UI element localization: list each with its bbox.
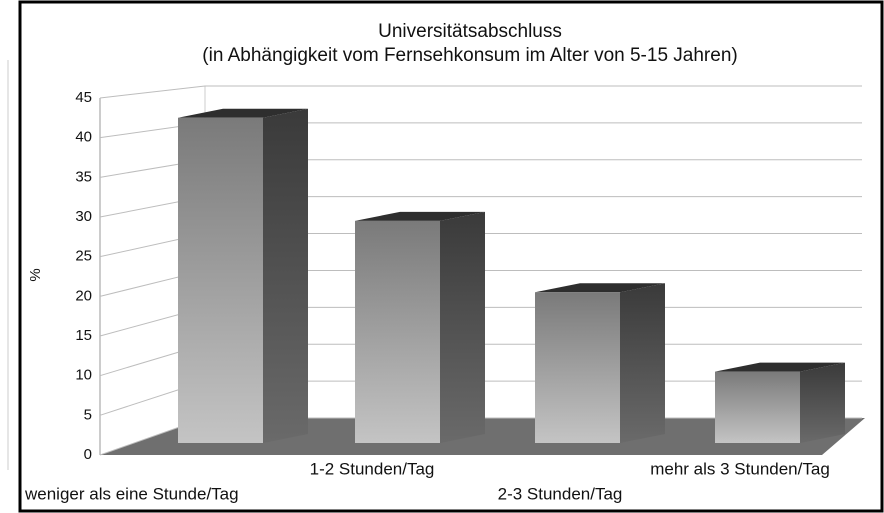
bar-side [263, 108, 308, 443]
side-panel [0, 0, 18, 513]
x-tick-label: 1-2 Stunden/Tag [310, 459, 435, 478]
x-tick-label: 2-3 Stunden/Tag [498, 484, 623, 503]
y-tick-label: 35 [75, 168, 92, 185]
bar-side [440, 211, 485, 443]
chart-title: Universitätsabschluss [378, 21, 562, 42]
y-tick-label: 10 [75, 367, 92, 384]
x-tick-label: mehr als 3 Stunden/Tag [650, 459, 830, 478]
bar-side [800, 362, 845, 443]
bar-top [535, 283, 665, 293]
y-tick-label: 0 [84, 446, 92, 463]
grid-line [99, 85, 862, 99]
bar [178, 117, 263, 443]
bar [355, 220, 440, 443]
bar [535, 292, 620, 443]
y-tick-label: 40 [75, 129, 92, 146]
bar [715, 371, 800, 443]
bar-top [355, 211, 485, 221]
chart-subtitle: (in Abhängigkeit vom Fernsehkonsum im Al… [202, 45, 737, 66]
x-tick-label: weniger als eine Stunde/Tag [24, 484, 239, 503]
y-tick-label: 25 [75, 248, 92, 265]
y-tick-label: 30 [75, 208, 92, 225]
bar-side [620, 283, 665, 443]
y-tick-label: 5 [84, 406, 92, 423]
bar-top [715, 362, 845, 372]
y-tick-label: 15 [75, 327, 92, 344]
y-axis-label: % [27, 268, 44, 281]
y-tick-label: 45 [75, 89, 92, 106]
bar-top [178, 108, 308, 118]
y-tick-label: 20 [75, 287, 92, 304]
